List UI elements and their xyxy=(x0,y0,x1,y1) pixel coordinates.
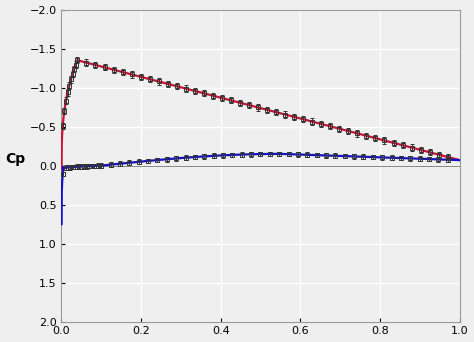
Y-axis label: Cp: Cp xyxy=(6,152,26,166)
